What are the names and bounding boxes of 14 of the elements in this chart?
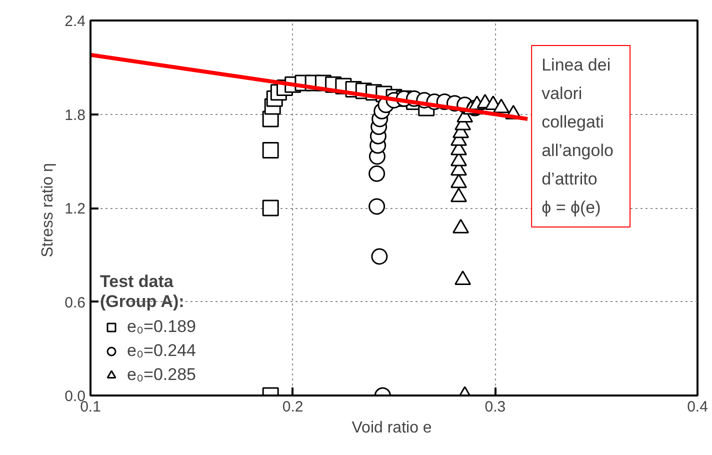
legend-label: e₀=0.189 [127, 317, 196, 337]
x-axis-title: Void ratio e [352, 420, 432, 436]
y-tick-label: 0.6 [64, 294, 86, 312]
legend-title: Test data (Group A): [100, 272, 186, 312]
legend-label: e₀=0.244 [127, 341, 196, 361]
y-tick-label: 2.4 [64, 13, 86, 30]
x-tick-label: 0.3 [484, 398, 506, 416]
legend-label: e₀=0.285 [127, 365, 196, 385]
y-tick-label: 1.8 [64, 106, 86, 124]
y-tick-label: 1.2 [64, 200, 86, 218]
x-tick-label: 0.4 [687, 398, 708, 416]
x-tick-label: 0.2 [282, 398, 304, 416]
annotation: Linea dei valori collegati all’angolo d’attrito ϕ = ϕ(e) [542, 56, 614, 217]
y-axis-title: Stress ratio η [40, 163, 57, 258]
